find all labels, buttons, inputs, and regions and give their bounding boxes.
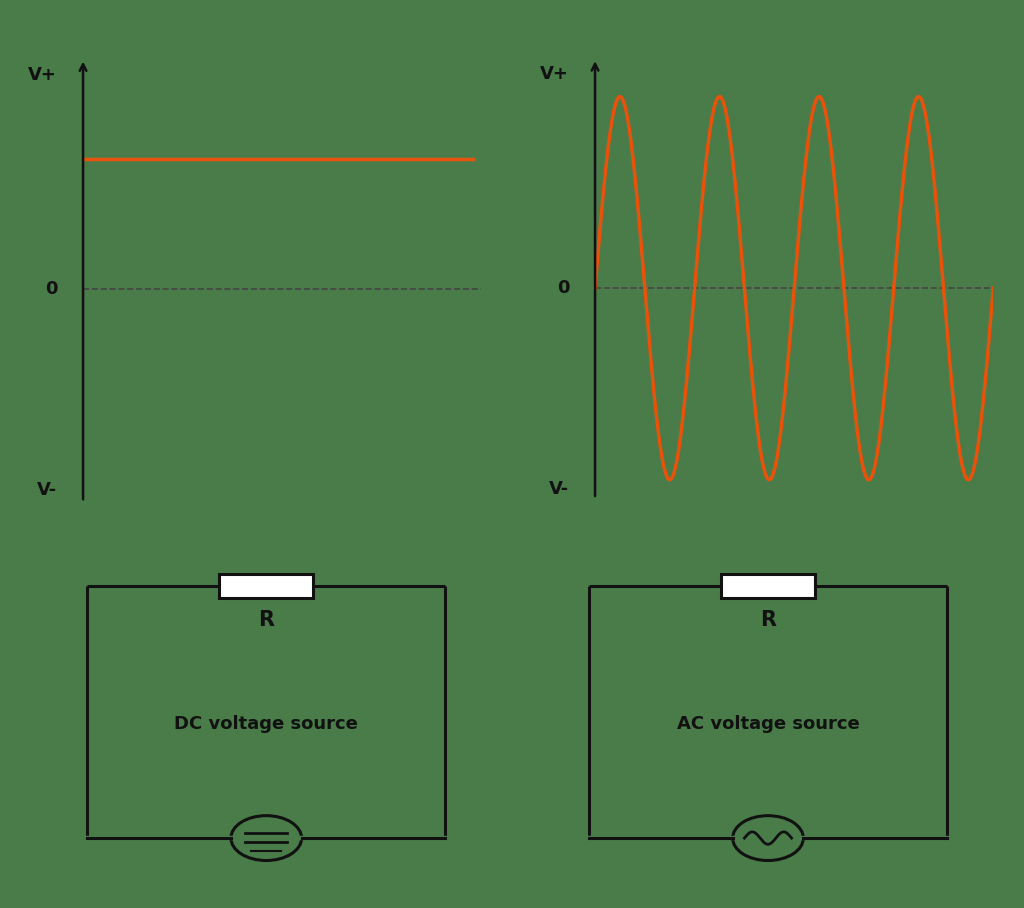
Text: 0: 0: [45, 280, 57, 298]
Ellipse shape: [733, 815, 803, 861]
Bar: [219, 574, 313, 598]
Text: 0: 0: [557, 279, 569, 297]
Text: R: R: [258, 610, 274, 630]
Text: R: R: [760, 610, 776, 630]
Text: V-: V-: [37, 480, 57, 498]
Ellipse shape: [231, 815, 301, 861]
Bar: [721, 574, 815, 598]
Text: V+: V+: [29, 66, 57, 84]
Text: AC voltage source: AC voltage source: [677, 716, 859, 734]
Text: V-: V-: [549, 480, 569, 498]
Text: DC voltage source: DC voltage source: [174, 716, 358, 734]
Text: V+: V+: [541, 64, 569, 83]
